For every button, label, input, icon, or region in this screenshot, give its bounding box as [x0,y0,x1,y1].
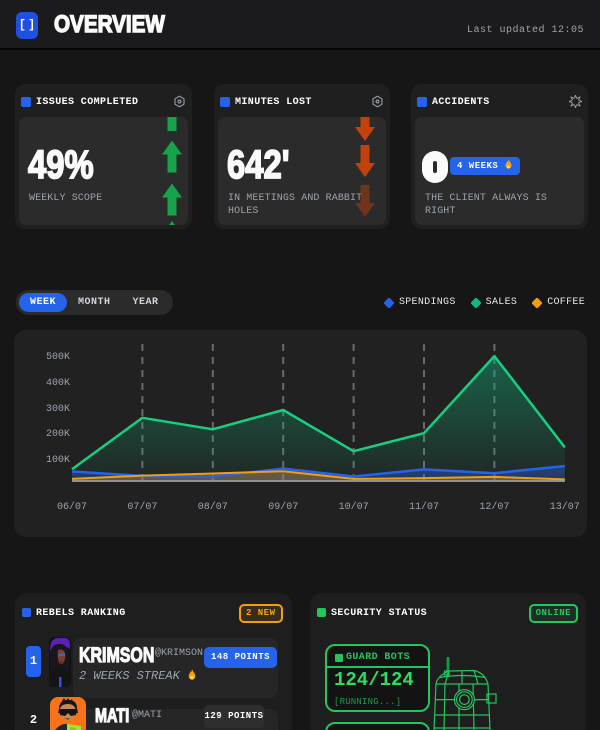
svg-text:10/07: 10/07 [339,501,369,513]
svg-text:11/07: 11/07 [409,501,439,513]
svg-text:100K: 100K [46,455,70,466]
svg-text:500K: 500K [46,352,70,363]
svg-text:200K: 200K [46,429,70,440]
svg-text:09/07: 09/07 [268,501,298,513]
svg-text:13/07: 13/07 [550,501,580,513]
svg-text:12/07: 12/07 [479,501,509,513]
svg-text:08/07: 08/07 [198,501,228,513]
svg-text:400K: 400K [46,378,70,389]
svg-text:300K: 300K [46,404,70,415]
svg-text:07/07: 07/07 [127,501,157,513]
svg-text:06/07: 06/07 [57,501,87,513]
